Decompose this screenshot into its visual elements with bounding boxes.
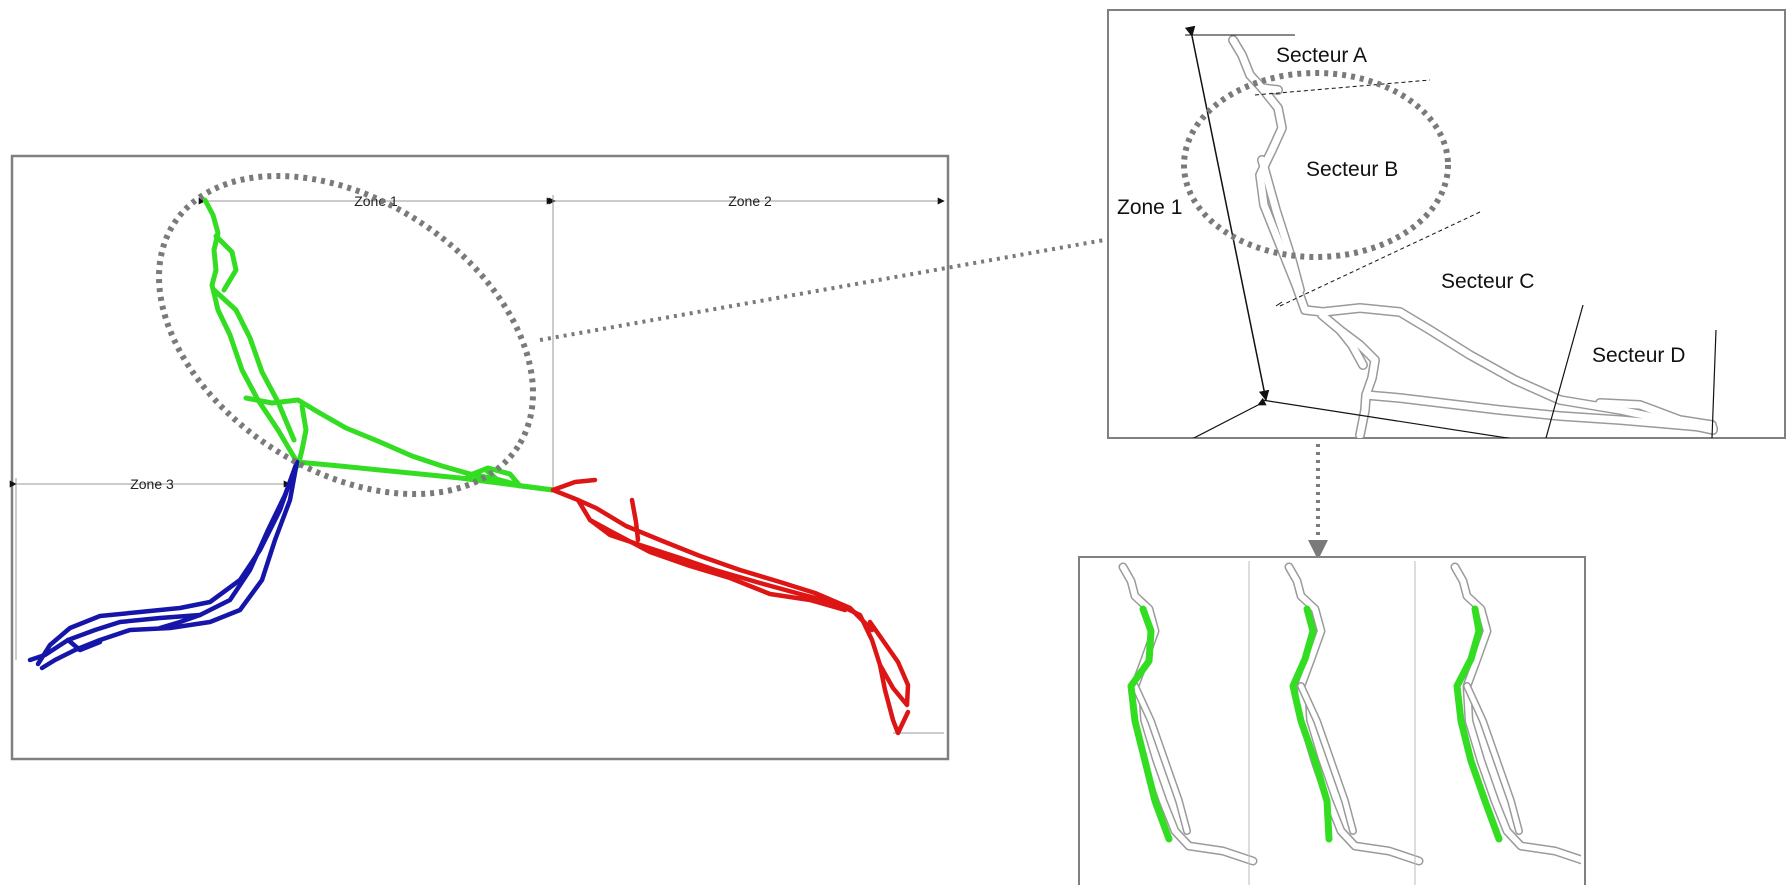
- zone-3-label: Zone 3: [130, 476, 174, 492]
- zone-3-network: [27, 459, 300, 671]
- zone-1-label: Zone 1: [354, 193, 398, 209]
- zone-1-bottom-arrow: [1192, 397, 1267, 438]
- secteur-c-label: Secteur C: [1441, 270, 1534, 293]
- callout-to-detail-map: [539, 220, 1176, 342]
- highlighted-reach: [1127, 605, 1173, 843]
- channel-outline: [1132, 683, 1190, 834]
- zone-1-dimension-arrow: [1184, 25, 1270, 402]
- main-map-frame: [10, 154, 950, 761]
- secteur-a-label: Secteur A: [1276, 44, 1367, 67]
- detail-map-frame: [1107, 9, 1786, 439]
- channel-outline: [1452, 564, 1581, 863]
- highlighted-reach: [1289, 605, 1333, 843]
- channel-outline: [1286, 564, 1422, 864]
- zone-dimension-lines: [9, 195, 945, 734]
- main-map-panel: Zone 1 Zone 2 Zone 3: [9, 154, 950, 761]
- zone-1-highlight-ellipse: [156, 172, 536, 498]
- callout-connectors: [539, 220, 1328, 560]
- channel-outline: [1298, 683, 1356, 834]
- detail-map-panel: Secteur A Secteur B Secteur C Secteur D …: [1107, 9, 1786, 439]
- zone-2-network: [550, 477, 911, 736]
- channel-variant: [1414, 561, 1581, 885]
- variants-panel: [1078, 556, 1586, 885]
- secteur-d-label: Secteur D: [1592, 344, 1685, 367]
- highlighted-reach: [1453, 605, 1503, 843]
- sector-boundaries: [1254, 79, 1717, 438]
- zone-1-network: [202, 197, 556, 493]
- zone-2-label: Zone 2: [728, 193, 772, 209]
- channel-outline: [1464, 683, 1522, 834]
- secteur-b-label: Secteur B: [1306, 158, 1398, 181]
- secteur-b-highlight-ellipse: [1181, 70, 1451, 260]
- channel-variant: [1248, 561, 1424, 885]
- zone-1-bottom-limit: [1261, 399, 1512, 438]
- channel-variant: [1118, 562, 1258, 866]
- detail-zone-1-label: Zone 1: [1117, 196, 1182, 219]
